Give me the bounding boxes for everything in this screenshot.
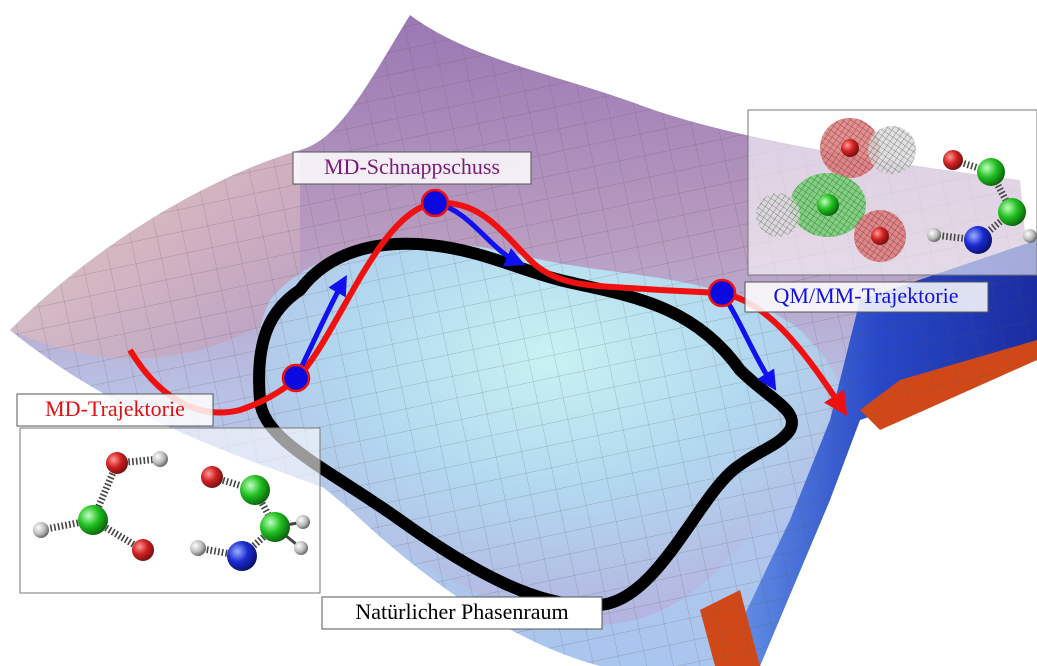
classical-inset [20, 428, 320, 593]
phase-space-label: Natürlicher Phasenraum [355, 599, 568, 624]
md-label: MD-Trajektorie [45, 396, 185, 421]
snapshot-point [283, 365, 309, 391]
snapshot-point [709, 280, 735, 306]
snapshot-point [422, 190, 448, 216]
snapshot-label: MD-Schnappschuss [324, 154, 500, 179]
qmmm-label: QM/MM-Trajektorie [774, 283, 959, 308]
inset-frame [20, 428, 320, 593]
diagram: MD-Schnappschuss QM/MM-Trajektorie MD-Tr… [0, 0, 1037, 666]
quantum-inset [748, 110, 1037, 275]
